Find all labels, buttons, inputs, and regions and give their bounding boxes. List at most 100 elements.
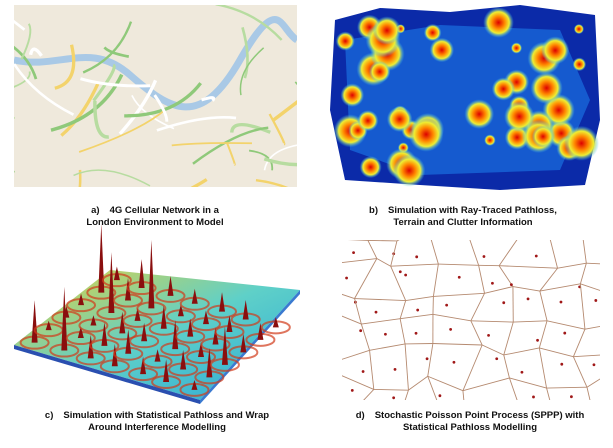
caption-line: Around Interference Modelling	[88, 422, 226, 433]
cell-edge	[470, 293, 485, 321]
surface-peak	[113, 266, 120, 281]
road	[268, 113, 286, 146]
base-station	[491, 281, 494, 285]
base-station	[398, 270, 402, 274]
base-station	[457, 275, 461, 279]
base-station	[416, 308, 420, 312]
cell-edge	[333, 373, 336, 416]
hot-spot	[386, 106, 413, 133]
cell-edge	[354, 258, 378, 299]
road	[241, 26, 249, 79]
hot-spot	[423, 23, 442, 42]
cell-edge	[332, 263, 335, 290]
cell-edge	[579, 263, 587, 284]
road	[14, 116, 16, 119]
cell-edge	[433, 292, 485, 297]
base-station	[594, 299, 598, 302]
cell-edge	[539, 283, 581, 292]
road	[153, 94, 169, 122]
cell-edge	[462, 390, 465, 400]
surface-peak	[257, 322, 264, 340]
cell-edge	[538, 320, 548, 349]
cell-edge	[509, 377, 518, 400]
cell-edge	[369, 350, 375, 390]
base-station	[374, 310, 378, 314]
base-station	[392, 396, 396, 400]
cell-edge	[432, 343, 483, 346]
base-station	[609, 345, 612, 348]
road	[60, 82, 100, 137]
surface-peak	[154, 349, 161, 362]
base-station	[559, 300, 563, 304]
cell-edge	[547, 227, 583, 237]
cell-edge	[334, 239, 335, 263]
base-station	[393, 367, 397, 371]
cell-edge	[347, 240, 368, 241]
hot-spot	[429, 37, 455, 63]
hot-spot	[483, 7, 514, 38]
base-station	[483, 404, 486, 407]
cell-edge	[462, 344, 483, 391]
base-station	[526, 297, 530, 301]
hot-spot	[357, 110, 379, 132]
cell-edge	[503, 354, 510, 379]
road	[294, 81, 297, 86]
cell-edge	[405, 295, 434, 302]
base-station	[495, 357, 499, 361]
hot-spot	[531, 125, 555, 148]
base-station	[606, 278, 609, 281]
base-station	[520, 370, 524, 374]
base-station	[600, 250, 603, 253]
road	[14, 170, 15, 173]
cell-edge	[586, 262, 600, 265]
cell-edge	[539, 290, 548, 321]
road	[190, 178, 208, 187]
surface-peak	[191, 288, 198, 304]
caption-line: London Environment to Model	[86, 217, 223, 228]
caption-text: Simulation with Statistical Pathloss and…	[63, 410, 269, 421]
road	[14, 63, 75, 116]
base-station	[536, 338, 539, 342]
caption-line: Statistical Pathloss Modelling	[403, 422, 537, 433]
hot-spot	[464, 99, 495, 129]
surface-peak	[101, 322, 108, 346]
caption-label: c)	[45, 410, 53, 421]
base-station	[532, 395, 535, 399]
caption-label: b)	[369, 205, 378, 216]
cell-edge	[512, 286, 540, 292]
hot-spot	[393, 154, 426, 187]
cell-edge	[427, 376, 438, 400]
cell-edge	[478, 265, 485, 294]
cell-edge	[400, 313, 434, 320]
cell-edge	[582, 240, 587, 264]
cell-edge	[509, 377, 547, 389]
hot-spot	[541, 36, 570, 65]
base-station	[439, 234, 442, 237]
cell-edge	[432, 313, 471, 322]
cell-edge	[361, 318, 401, 325]
surface-peak	[177, 304, 184, 317]
cell-edge	[469, 240, 480, 266]
base-station	[534, 254, 538, 258]
cell-edge	[539, 347, 574, 358]
base-station	[563, 331, 567, 335]
cell-edge	[432, 263, 439, 297]
base-station	[452, 360, 456, 364]
road	[263, 157, 297, 167]
base-station	[487, 333, 490, 337]
caption-label: d)	[356, 410, 365, 421]
base-station	[438, 394, 442, 398]
road	[14, 45, 38, 80]
surface-peak	[172, 320, 179, 350]
surface-peak	[198, 341, 205, 357]
cell-edge	[376, 258, 391, 267]
surface-peak	[221, 326, 228, 365]
cell-edge	[399, 300, 407, 319]
surface-peak	[90, 315, 97, 326]
heatmap-image	[330, 5, 600, 190]
surface-peak	[134, 307, 141, 321]
cell-edge	[586, 387, 591, 400]
caption-line: d) Stochastic Poisson Point Process (SPPP…	[356, 410, 585, 421]
base-station	[608, 398, 611, 401]
cell-edge	[470, 320, 514, 323]
